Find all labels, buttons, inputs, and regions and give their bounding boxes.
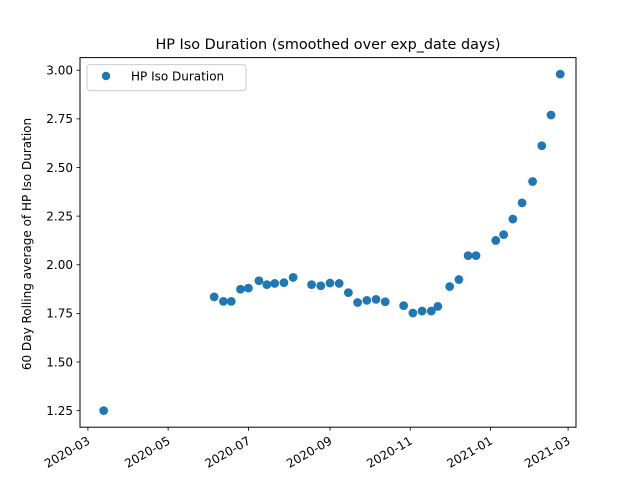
data-point (362, 295, 372, 305)
data-point (546, 110, 556, 120)
data-point (307, 280, 316, 290)
data-point (491, 236, 501, 245)
data-point (463, 251, 473, 261)
scatter-points (99, 69, 565, 416)
legend-label-hp-iso-duration: HP Iso Duration (131, 69, 224, 83)
data-point (343, 288, 353, 297)
data-point (270, 279, 280, 288)
data-point (99, 406, 109, 416)
data-point (325, 278, 335, 288)
y-tick-label: 2.50 (46, 161, 73, 175)
data-point (371, 294, 381, 304)
data-point (528, 177, 537, 186)
data-point (380, 297, 390, 307)
data-point (417, 306, 427, 316)
y-tick-label: 1.50 (46, 355, 73, 369)
data-point (244, 283, 253, 293)
y-axis-label: 60 Day Rolling average of HP Iso Duratio… (20, 118, 34, 370)
data-point (236, 284, 245, 294)
data-point (537, 141, 547, 151)
y-tick-label: 1.75 (46, 307, 73, 321)
data-point (454, 275, 464, 284)
chart-title: HP Iso Duration (smoothed over exp_date … (155, 37, 500, 53)
y-axis-ticks: 1.25 1.50 1.75 2.00 2.25 2.50 2.75 3.00 (46, 64, 80, 418)
data-point (209, 292, 219, 302)
data-point (445, 282, 455, 291)
data-point (499, 230, 509, 240)
data-point (334, 279, 344, 288)
y-tick-label: 3.00 (46, 64, 73, 78)
y-tick-label: 2.75 (46, 112, 73, 126)
data-point (219, 296, 228, 306)
data-point (226, 296, 236, 306)
data-point (508, 214, 518, 224)
data-point (399, 301, 409, 311)
data-point (517, 198, 527, 208)
data-point (288, 273, 298, 282)
y-tick-label: 1.25 (46, 404, 73, 418)
y-tick-label: 2.00 (46, 258, 73, 272)
data-point (555, 69, 565, 79)
data-point (426, 306, 436, 316)
plot-frame (79, 57, 577, 428)
legend-box (86, 64, 247, 92)
legend: HP Iso Duration (86, 64, 247, 92)
data-point (408, 308, 418, 318)
data-point (316, 281, 326, 291)
data-point (433, 301, 443, 311)
legend-marker-hp-iso-duration (101, 71, 111, 81)
data-point (254, 276, 264, 286)
data-point (262, 280, 272, 290)
y-tick-label: 2.25 (46, 209, 73, 223)
data-point (471, 251, 481, 261)
data-point (353, 298, 363, 307)
data-point (279, 278, 289, 288)
